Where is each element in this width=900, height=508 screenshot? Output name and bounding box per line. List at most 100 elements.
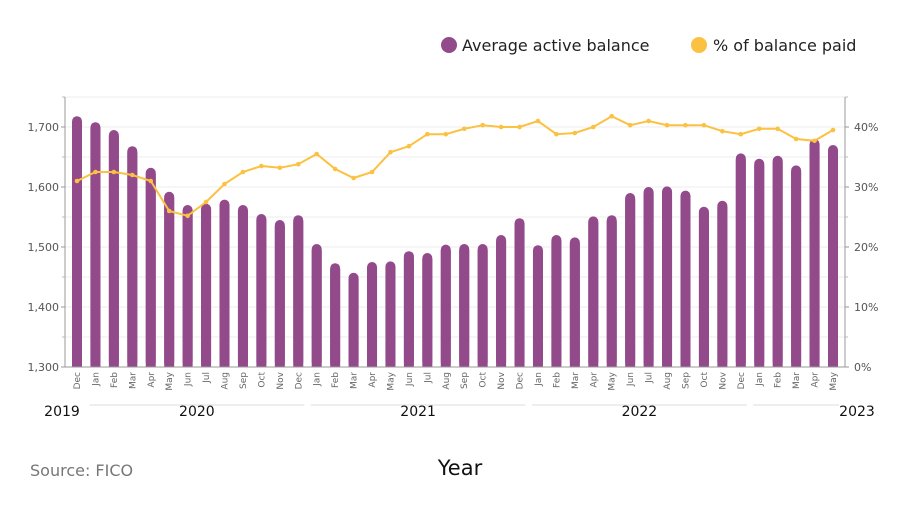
bar-base	[809, 145, 820, 367]
right-tick-label: 30%	[854, 181, 878, 194]
line-point	[720, 128, 725, 134]
month-label: Feb	[331, 372, 341, 388]
line-point	[425, 131, 430, 137]
month-label: Mar	[350, 372, 360, 389]
line-point	[259, 163, 264, 169]
month-label: Jun	[626, 372, 636, 387]
line-point	[535, 118, 541, 124]
left-tick-label: 1,400	[28, 301, 60, 314]
month-label: Dec	[516, 372, 526, 389]
line-point	[130, 172, 135, 178]
bar-base	[274, 226, 285, 367]
month-label: Oct	[700, 372, 710, 388]
month-label: Apr	[811, 372, 821, 388]
month-label: Apr	[589, 372, 599, 388]
year-label: 2021	[400, 404, 436, 420]
month-label: Aug	[221, 372, 231, 390]
line-point	[240, 169, 246, 175]
month-label: Jan	[755, 372, 765, 387]
line-point	[295, 161, 301, 167]
month-label: Oct	[257, 372, 267, 388]
month-label: Nov	[497, 371, 507, 389]
line-point	[554, 131, 559, 137]
bar-base	[477, 250, 488, 367]
month-label: May	[386, 371, 396, 390]
line-point	[609, 113, 615, 119]
bar-base	[551, 241, 562, 367]
bar-base	[643, 193, 654, 367]
bar-base	[145, 173, 156, 367]
legend: Average active balance % of balance paid	[441, 36, 856, 55]
month-label: Mar	[571, 372, 581, 389]
line-point	[756, 126, 762, 132]
legend-swatch-paid	[691, 37, 707, 53]
month-label: Mar	[792, 372, 802, 389]
month-label: Jul	[645, 372, 655, 384]
left-tick-label: 1,700	[28, 121, 60, 134]
month-label: Nov	[276, 371, 286, 389]
bar-base	[237, 211, 248, 367]
month-label: Sep	[239, 372, 249, 389]
line-path	[76, 115, 834, 217]
bar-base	[680, 196, 691, 367]
month-label: Jan	[91, 372, 101, 387]
month-label: Feb	[552, 372, 562, 388]
right-tick-label: 20%	[854, 241, 878, 254]
month-label: Dec	[73, 372, 83, 389]
line-point	[351, 175, 356, 181]
year-label: 2019	[44, 404, 80, 420]
axes: 1,300 1,400 1,500 1,600 1,700 0% 10% 20% 30% 40% D…	[28, 96, 878, 420]
month-label: Aug	[442, 372, 452, 390]
bar-base	[514, 224, 525, 367]
month-label: Sep	[681, 372, 691, 389]
line-point	[664, 122, 670, 128]
line-point	[332, 166, 338, 172]
line-point	[185, 213, 190, 219]
bar-base	[735, 159, 746, 367]
line-point	[443, 131, 449, 137]
legend-swatch-balance	[441, 37, 457, 53]
line-point	[572, 130, 578, 136]
month-label: May	[829, 371, 839, 390]
bar-base	[72, 122, 82, 367]
left-tick-label: 1,600	[28, 181, 60, 194]
bar-base	[698, 212, 709, 367]
month-label: Jul	[202, 372, 212, 384]
month-label: Feb	[774, 372, 784, 388]
month-label: Dec	[294, 372, 304, 389]
bar-base	[625, 199, 636, 367]
x-axis-title: Year	[437, 456, 483, 480]
bar-base	[164, 197, 175, 367]
line-point	[480, 122, 485, 128]
line-point	[590, 124, 596, 130]
left-tick-label: 1,300	[28, 361, 60, 374]
bar-base	[754, 164, 765, 367]
bar-base	[459, 250, 470, 367]
bar-base	[828, 151, 838, 367]
line-point	[93, 169, 98, 175]
bar-base	[440, 250, 451, 367]
month-label: Nov	[718, 371, 728, 389]
line-point	[222, 181, 227, 187]
month-label: Jan	[534, 372, 544, 387]
bar-base	[662, 192, 673, 367]
year-label: 2022	[622, 404, 658, 420]
month-label: Dec	[737, 372, 747, 389]
left-tick-label: 1,500	[28, 241, 60, 254]
gridlines	[65, 96, 845, 338]
line-point	[369, 169, 375, 175]
bar-base	[588, 222, 599, 367]
bar-base	[606, 221, 617, 367]
bar-base	[182, 211, 193, 367]
right-tick-label: 40%	[854, 121, 878, 134]
line-point	[793, 136, 799, 142]
bar-base	[496, 241, 507, 367]
bar-base	[422, 259, 433, 367]
line-point	[388, 149, 393, 155]
line-point	[406, 143, 412, 149]
bar-base	[201, 209, 212, 367]
right-tick-label: 0%	[854, 361, 871, 374]
bar-base	[717, 206, 728, 367]
